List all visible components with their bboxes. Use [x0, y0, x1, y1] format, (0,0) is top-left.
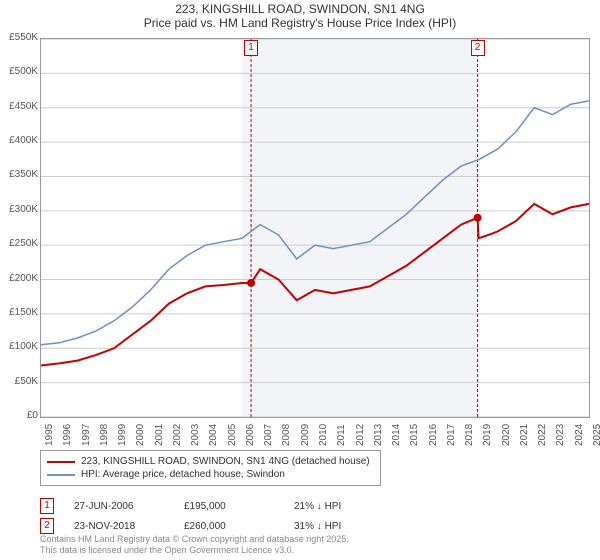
x-tick-label: 2004: [208, 424, 219, 446]
x-tick-label: 2002: [172, 424, 183, 446]
y-tick-label: £450K: [0, 101, 38, 112]
legend-item: HPI: Average price, detached house, Swin…: [47, 468, 370, 481]
y-tick-label: £200K: [0, 273, 38, 284]
x-tick-label: 2016: [428, 424, 439, 446]
transaction-marker-1: 1: [40, 498, 54, 514]
x-tick-label: 1995: [44, 424, 55, 446]
footer-line-1: Contains HM Land Registry data © Crown c…: [40, 534, 349, 545]
x-tick-label: 2015: [409, 424, 420, 446]
x-tick-label: 2023: [555, 424, 566, 446]
x-tick-label: 2008: [281, 424, 292, 446]
x-tick-label: 2010: [318, 424, 329, 446]
transactions-table: 1 27-JUN-2006 £195,000 21% ↓ HPI 2 23-NO…: [40, 496, 341, 536]
transaction-row: 2 23-NOV-2018 £260,000 31% ↓ HPI: [40, 516, 341, 536]
x-tick-label: 2013: [373, 424, 384, 446]
transaction-date: 27-JUN-2006: [74, 501, 164, 512]
transaction-marker-2: 2: [40, 518, 54, 534]
x-tick-label: 2011: [336, 424, 347, 446]
x-tick-label: 2006: [245, 424, 256, 446]
y-tick-label: £100K: [0, 341, 38, 352]
y-tick-label: £500K: [0, 66, 38, 77]
footer-line-2: This data is licensed under the Open Gov…: [40, 545, 349, 556]
x-tick-label: 2021: [519, 424, 530, 446]
x-tick-label: 1998: [99, 424, 110, 446]
transaction-price: £195,000: [184, 501, 274, 512]
legend-swatch-2: [47, 474, 75, 476]
x-tick-label: 2024: [574, 424, 585, 446]
transaction-delta: 31% ↓ HPI: [294, 521, 341, 532]
chart-marker-2: 2: [471, 40, 485, 56]
x-tick-label: 2019: [482, 424, 493, 446]
x-tick-label: 2018: [464, 424, 475, 446]
x-tick-label: 2017: [446, 424, 457, 446]
y-tick-label: £50K: [0, 376, 38, 387]
x-tick-label: 2022: [537, 424, 548, 446]
chart-title: 223, KINGSHILL ROAD, SWINDON, SN1 4NG: [0, 0, 600, 16]
chart-marker-1: 1: [244, 40, 258, 56]
transaction-date: 23-NOV-2018: [74, 521, 164, 532]
y-tick-label: £0: [0, 410, 38, 421]
legend-item: 223, KINGSHILL ROAD, SWINDON, SN1 4NG (d…: [47, 455, 370, 468]
legend: 223, KINGSHILL ROAD, SWINDON, SN1 4NG (d…: [40, 450, 381, 486]
chart-subtitle: Price paid vs. HM Land Registry's House …: [0, 16, 600, 32]
x-tick-label: 2014: [391, 424, 402, 446]
x-tick-label: 2003: [190, 424, 201, 446]
y-tick-label: £300K: [0, 204, 38, 215]
chart-svg: [41, 39, 589, 417]
x-tick-label: 2007: [263, 424, 274, 446]
legend-label-2: HPI: Average price, detached house, Swin…: [81, 469, 285, 480]
x-tick-label: 1996: [62, 424, 73, 446]
legend-label-1: 223, KINGSHILL ROAD, SWINDON, SN1 4NG (d…: [81, 456, 370, 467]
legend-swatch-1: [47, 461, 75, 463]
x-tick-label: 1999: [117, 424, 128, 446]
x-tick-label: 2020: [501, 424, 512, 446]
x-tick-label: 2025: [592, 424, 600, 446]
x-tick-label: 2001: [154, 424, 165, 446]
x-tick-label: 2009: [300, 424, 311, 446]
price-chart: [40, 38, 590, 418]
x-tick-label: 2012: [355, 424, 366, 446]
y-tick-label: £550K: [0, 32, 38, 43]
x-tick-label: 2005: [227, 424, 238, 446]
transaction-delta: 21% ↓ HPI: [294, 501, 341, 512]
y-tick-label: £150K: [0, 307, 38, 318]
x-tick-label: 2000: [135, 424, 146, 446]
transaction-row: 1 27-JUN-2006 £195,000 21% ↓ HPI: [40, 496, 341, 516]
footer: Contains HM Land Registry data © Crown c…: [40, 534, 349, 556]
transaction-price: £260,000: [184, 521, 274, 532]
y-tick-label: £350K: [0, 169, 38, 180]
y-tick-label: £250K: [0, 238, 38, 249]
y-tick-label: £400K: [0, 135, 38, 146]
x-tick-label: 1997: [81, 424, 92, 446]
